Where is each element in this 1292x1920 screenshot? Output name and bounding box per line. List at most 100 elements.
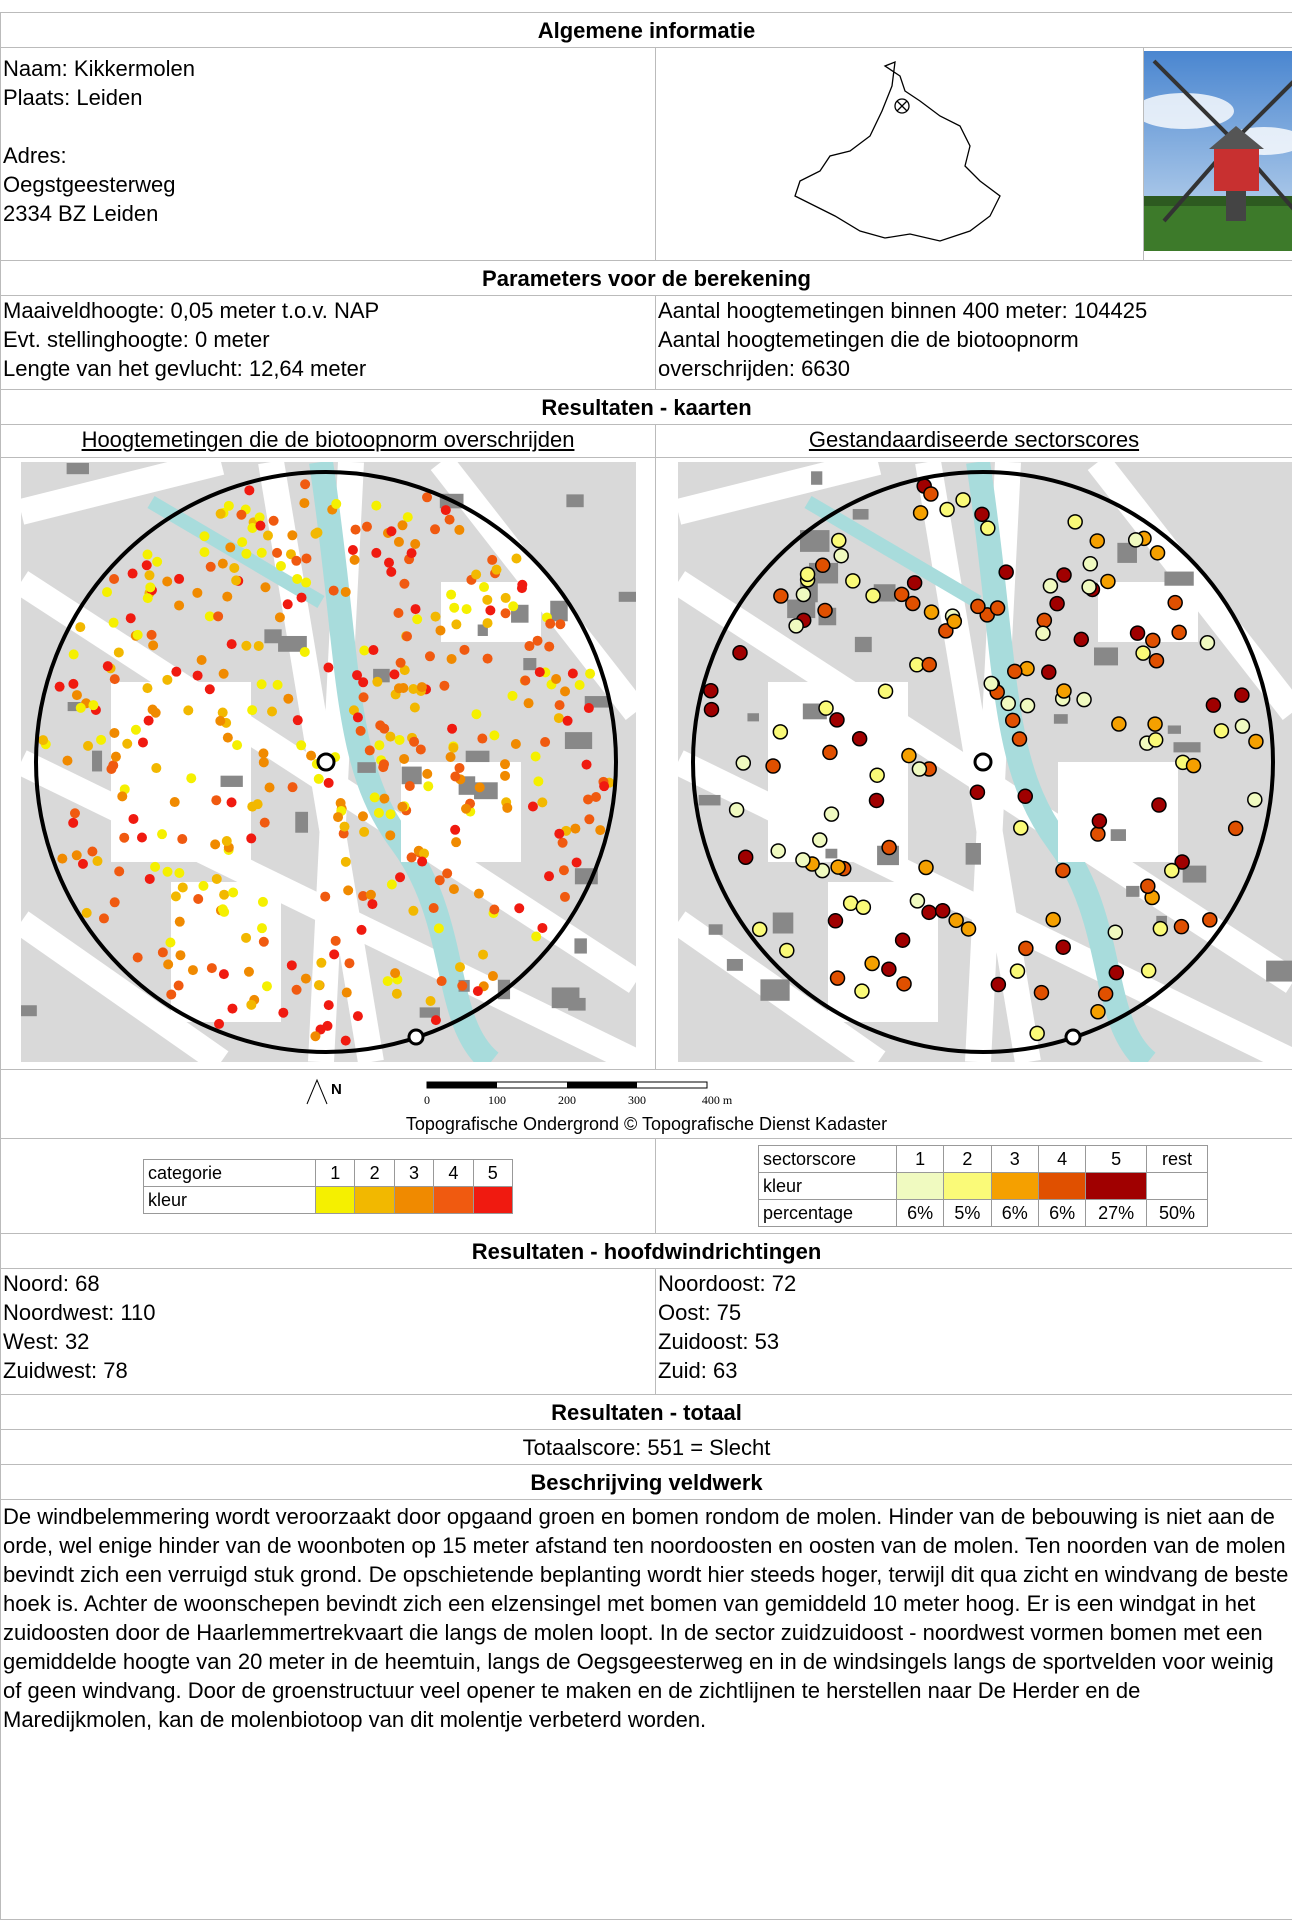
dot bbox=[824, 807, 838, 821]
dot bbox=[144, 570, 154, 580]
dot bbox=[410, 539, 420, 549]
dot bbox=[301, 974, 311, 984]
dot bbox=[126, 613, 136, 623]
legend-value: 5% bbox=[944, 1200, 991, 1227]
dot bbox=[524, 698, 534, 708]
dot bbox=[1172, 625, 1186, 639]
dot bbox=[828, 914, 842, 928]
map-cell bbox=[656, 458, 1292, 1070]
dot bbox=[142, 550, 152, 560]
dot bbox=[922, 658, 936, 672]
dot bbox=[174, 574, 184, 584]
dot bbox=[1019, 941, 1033, 955]
dot bbox=[69, 649, 79, 659]
dot bbox=[392, 989, 402, 999]
dot bbox=[228, 888, 238, 898]
dot bbox=[425, 651, 435, 661]
dot bbox=[908, 576, 922, 590]
dot bbox=[459, 645, 469, 655]
dot bbox=[535, 667, 545, 677]
legend-swatch bbox=[355, 1186, 394, 1213]
dot bbox=[206, 562, 216, 572]
dot bbox=[1206, 698, 1220, 712]
legend-value: 4 bbox=[1038, 1146, 1085, 1173]
dot bbox=[199, 531, 209, 541]
building bbox=[552, 987, 580, 1008]
dot bbox=[1010, 964, 1024, 978]
dot bbox=[341, 857, 351, 867]
legend-value: 6% bbox=[1038, 1200, 1085, 1227]
wind-right: Noordoost: 72 Oost: 75 Zuidoost: 53 Zuid… bbox=[656, 1269, 1292, 1395]
dot bbox=[417, 857, 427, 867]
height-map bbox=[21, 462, 636, 1062]
dot bbox=[131, 725, 141, 735]
dot bbox=[474, 889, 484, 899]
legend-value: 6% bbox=[991, 1200, 1038, 1227]
section-header: Resultaten - hoofdwindrichtingen bbox=[1, 1234, 1292, 1269]
dot bbox=[831, 860, 845, 874]
dot bbox=[224, 501, 234, 511]
map-cell bbox=[1, 458, 656, 1070]
dot bbox=[223, 733, 233, 743]
dot bbox=[211, 795, 221, 805]
dot bbox=[780, 943, 794, 957]
dot bbox=[430, 524, 440, 534]
dot bbox=[255, 521, 265, 531]
legend-swatch bbox=[1038, 1173, 1085, 1200]
dot bbox=[517, 583, 527, 593]
dot bbox=[193, 671, 203, 681]
building bbox=[855, 637, 872, 652]
legend-swatch bbox=[394, 1186, 433, 1213]
dot bbox=[500, 759, 510, 769]
dot bbox=[405, 781, 415, 791]
dot bbox=[445, 515, 455, 525]
dot bbox=[555, 700, 565, 710]
building bbox=[709, 924, 723, 935]
dot bbox=[1249, 734, 1263, 748]
dot bbox=[501, 608, 511, 618]
dot bbox=[385, 830, 395, 840]
dot bbox=[520, 676, 530, 686]
dot bbox=[301, 578, 311, 588]
dot bbox=[110, 674, 120, 684]
dot bbox=[1018, 789, 1032, 803]
dot bbox=[922, 905, 936, 919]
dot bbox=[882, 841, 896, 855]
dot bbox=[55, 682, 65, 692]
dot bbox=[92, 856, 102, 866]
dot bbox=[1013, 732, 1027, 746]
dot bbox=[431, 1015, 441, 1025]
dot bbox=[570, 824, 580, 834]
dot bbox=[1235, 688, 1249, 702]
dot bbox=[138, 737, 148, 747]
text: Noord: 68 bbox=[3, 1269, 653, 1298]
dot bbox=[773, 725, 787, 739]
dot bbox=[222, 592, 232, 602]
dot bbox=[386, 526, 396, 536]
dot bbox=[213, 611, 223, 621]
dot bbox=[446, 590, 456, 600]
building bbox=[811, 471, 822, 484]
dot bbox=[528, 801, 538, 811]
dot bbox=[823, 745, 837, 759]
dot bbox=[137, 832, 147, 842]
dot bbox=[170, 797, 180, 807]
text: Adres: bbox=[3, 141, 653, 170]
dot bbox=[507, 691, 517, 701]
dot bbox=[489, 904, 499, 914]
dot bbox=[1046, 913, 1060, 927]
dot bbox=[1034, 986, 1048, 1000]
dot bbox=[1083, 557, 1097, 571]
dot bbox=[398, 683, 408, 693]
dot bbox=[128, 569, 138, 579]
dot bbox=[356, 726, 366, 736]
building bbox=[566, 494, 583, 507]
dot bbox=[144, 716, 154, 726]
text: Lengte van het gevlucht: 12,64 meter bbox=[3, 354, 653, 383]
dot bbox=[82, 908, 92, 918]
dot bbox=[563, 716, 573, 726]
credit: Topografische Ondergrond © Topografische… bbox=[3, 1112, 1290, 1136]
dot bbox=[991, 601, 1005, 615]
dot bbox=[417, 682, 427, 692]
